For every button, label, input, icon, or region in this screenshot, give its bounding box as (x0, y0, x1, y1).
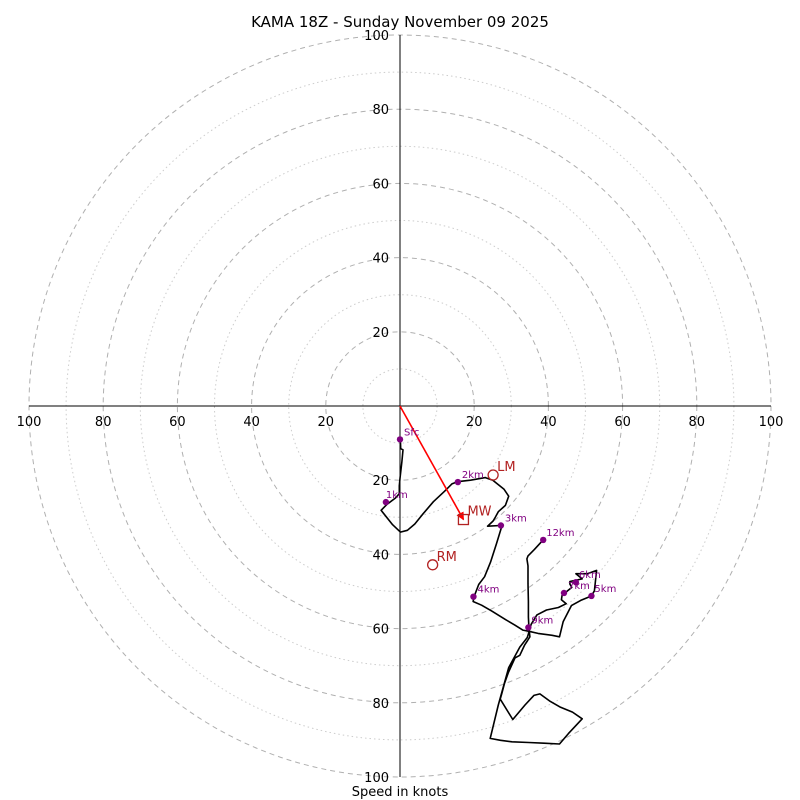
y-tick-label: 40 (372, 548, 389, 563)
level-point (588, 592, 595, 600)
storm-motion-label: LM (497, 460, 515, 475)
y-tick-label: 40 (372, 252, 389, 267)
y-tick-label: 80 (372, 697, 389, 712)
x-tick-label: 100 (759, 415, 784, 430)
x-tick-label: 40 (540, 415, 557, 430)
x-tick-label: 80 (689, 415, 706, 430)
y-tick-label: 20 (372, 474, 389, 489)
level-marker-3km: 3km (497, 513, 527, 529)
level-label: 1km (386, 490, 408, 501)
storm-motion-label: RM (437, 550, 457, 565)
storm-motion-label: MW (467, 505, 491, 520)
x-tick-label: 60 (169, 415, 186, 430)
level-point (572, 579, 580, 586)
level-label: 5km (594, 584, 616, 595)
level-point (454, 478, 462, 486)
x-tick-label: 20 (318, 415, 335, 430)
level-marker-5km: 5km (588, 584, 616, 600)
level-label: 4km (477, 585, 499, 596)
level-marker-1km: 1km (382, 490, 408, 506)
storm-motion-square (457, 513, 470, 526)
level-label: 7km (568, 581, 590, 592)
storm-motion-lm: LM (487, 460, 516, 481)
level-marker-4km: 4km (470, 585, 499, 600)
storm-motion-vector-layer (399, 405, 465, 521)
y-tick-label: 60 (372, 623, 389, 638)
y-tick-label: 100 (364, 771, 389, 786)
x-tick-label: 60 (614, 415, 631, 430)
level-marker-9km: 9km (525, 615, 553, 631)
level-point (470, 593, 477, 600)
y-tick-label: 80 (372, 103, 389, 118)
level-point (497, 522, 505, 529)
hodograph-trace (380, 440, 598, 745)
x-tick-label: 20 (466, 415, 483, 430)
level-marker-7km: 7km (560, 581, 590, 597)
level-label: 2km (462, 470, 484, 481)
storm-motion-mw: MW (457, 505, 492, 526)
level-marker-sfc: Sfc (396, 427, 419, 443)
storm-motion-circle (426, 559, 439, 571)
chart-title: KAMA 18Z - Sunday November 09 2025 (251, 13, 549, 31)
tick-labels: 100 80 60 40 20 20 40 60 80 100 20 40 60 80 100 20 40 60 8… (17, 29, 784, 786)
x-tick-label: 100 (17, 415, 42, 430)
level-marker-12km: 12km (540, 528, 574, 544)
level-point (396, 436, 404, 443)
level-label: 3km (505, 513, 527, 524)
level-label: 12km (546, 528, 574, 539)
level-label: 9km (531, 615, 553, 626)
storm-motion-markers: MW LM RM (426, 460, 516, 571)
level-point (382, 498, 390, 506)
level-point (525, 624, 532, 631)
level-point (540, 536, 547, 544)
y-tick-label: 20 (372, 326, 389, 341)
storm-motion-vector (399, 405, 465, 521)
level-point (560, 589, 568, 597)
y-tick-label: 60 (372, 177, 389, 192)
x-tick-label: 40 (243, 415, 260, 430)
storm-motion-circle (487, 469, 499, 481)
hodograph-trace-layer (380, 440, 598, 745)
x-tick-label: 80 (95, 415, 112, 430)
storm-motion-rm: RM (426, 550, 457, 571)
level-label: Sfc (404, 427, 419, 438)
level-marker-6km: 6km (572, 570, 601, 586)
level-marker-2km: 2km (454, 470, 484, 486)
level-label: 6km (579, 570, 601, 581)
x-axis-label: Speed in knots (352, 785, 449, 800)
y-tick-label: 100 (364, 29, 389, 44)
